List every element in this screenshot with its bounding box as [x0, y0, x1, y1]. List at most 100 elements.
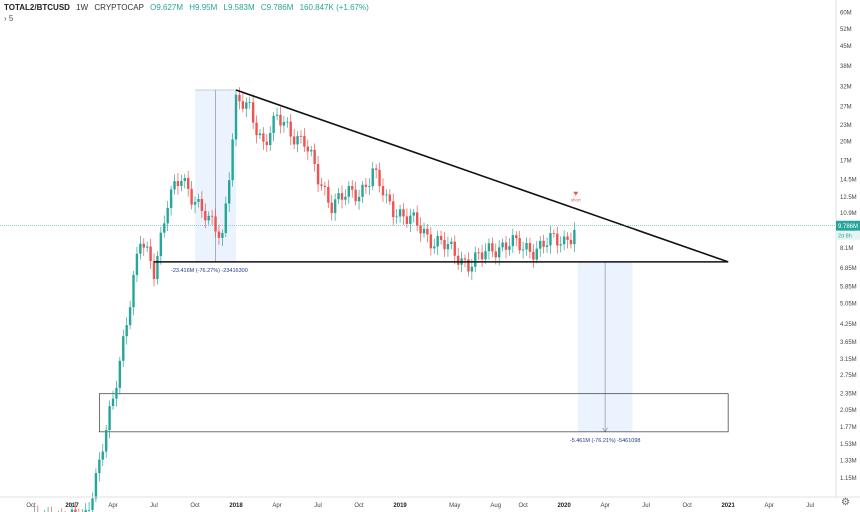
- candle-body: [299, 135, 303, 137]
- candle-body: [111, 398, 115, 407]
- symbol-header[interactable]: TOTAL2/BTCUSD 1W CRYPTOCAP O9.627M H9.95…: [4, 3, 373, 12]
- time-tick-label: Oct: [26, 503, 36, 509]
- time-tick-label: 2020: [557, 503, 571, 509]
- interval-label[interactable]: 1W: [76, 3, 89, 12]
- candle-body: [84, 510, 87, 512]
- candle-body: [361, 184, 364, 197]
- candle-body: [344, 196, 347, 200]
- price-axis[interactable]: 60M 52M 45M 38M 32M 27M 23M 20M 17M 14.5M 12.5M 10.…: [840, 10, 857, 482]
- time-tick-label: Jul: [642, 503, 650, 509]
- candle-body: [306, 146, 310, 152]
- price-tick-label: 12.5M: [840, 195, 857, 201]
- candle-body: [255, 122, 258, 136]
- time-tick-label: Jul: [150, 503, 158, 509]
- price-tick-label: 1.77M: [840, 425, 857, 431]
- candle-body: [374, 168, 378, 170]
- close-value: C9.786M: [260, 3, 294, 12]
- candle-body: [395, 216, 398, 218]
- candle-body: [292, 136, 296, 145]
- candle-body: [323, 185, 327, 187]
- candle-body: [169, 189, 173, 208]
- candlestick-series: [34, 87, 576, 512]
- candle-body: [569, 239, 573, 245]
- candle-body: [429, 234, 433, 249]
- candle-body: [480, 252, 484, 260]
- indicator-toggle[interactable]: › 5: [4, 14, 13, 23]
- price-tick-label: 17M: [840, 159, 852, 165]
- candle-body: [340, 193, 344, 200]
- candle-body: [405, 216, 409, 224]
- candle-body: [467, 259, 470, 272]
- candle-body: [173, 181, 176, 190]
- short-signal-label: short: [571, 198, 582, 203]
- indicator-count: 5: [8, 14, 14, 23]
- candle-body: [409, 215, 412, 224]
- candle-body: [156, 256, 159, 280]
- symbol-name[interactable]: TOTAL2/BTCUSD: [4, 3, 70, 12]
- candle-body: [98, 459, 101, 474]
- candle-body: [183, 178, 186, 181]
- price-tick-label: 8.1M: [840, 246, 853, 252]
- time-tick-label: May: [449, 503, 460, 509]
- candle-body: [494, 251, 497, 258]
- price-tick-label: 2.75M: [840, 373, 857, 379]
- high-value: H9.95M: [189, 3, 218, 12]
- candle-body: [364, 184, 368, 187]
- candle-body: [74, 509, 77, 512]
- candle-body: [231, 139, 234, 181]
- bar-countdown: 2d 8h: [838, 233, 852, 239]
- candle-body: [115, 387, 118, 399]
- candle-body: [556, 233, 559, 246]
- candle-body: [566, 236, 569, 240]
- candle-body: [207, 215, 210, 221]
- last-price-badge: 9.786M 2d 8h: [836, 220, 860, 240]
- candle-body: [549, 233, 552, 246]
- open-value: O9.627M: [150, 3, 184, 12]
- candle-body: [357, 196, 361, 202]
- price-tick-label: 45M: [840, 44, 852, 50]
- candle-body: [152, 260, 156, 280]
- candle-body: [125, 325, 128, 337]
- candle-body: [477, 252, 480, 254]
- last-price-value: 9.786M: [838, 224, 858, 230]
- time-axis[interactable]: Oct 2017 Apr Jul Oct 2018 Apr Jul Oct 2019 May Aug O…: [26, 503, 814, 509]
- candle-body: [316, 164, 320, 185]
- time-tick-label: Aug: [490, 503, 501, 509]
- price-tick-label: 20M: [840, 140, 852, 146]
- candle-body: [385, 194, 388, 196]
- candle-body: [381, 186, 385, 196]
- gear-icon[interactable]: ⚙: [841, 497, 850, 508]
- candle-body: [122, 336, 125, 361]
- candle-body: [463, 258, 467, 260]
- candle-body: [245, 102, 248, 109]
- candle-body: [217, 231, 221, 238]
- candle-body: [562, 236, 566, 245]
- candle-body: [333, 199, 337, 214]
- candle-body: [108, 406, 111, 431]
- candle-body: [262, 133, 265, 142]
- candle-body: [289, 121, 292, 137]
- candle-body: [296, 135, 299, 145]
- price-tick-label: 3.65M: [840, 340, 857, 346]
- candle-body: [279, 114, 282, 126]
- candle-body: [436, 236, 439, 247]
- price-tick-label: 1.53M: [840, 442, 857, 448]
- candle-body: [525, 243, 528, 250]
- candle-body: [497, 247, 501, 258]
- candle-body: [228, 180, 231, 204]
- candle-body: [200, 198, 204, 211]
- candle-body: [128, 307, 132, 326]
- candle-body: [303, 136, 306, 147]
- candle-body: [347, 185, 351, 197]
- candle-body: [221, 233, 224, 238]
- candle-body: [511, 235, 515, 247]
- candle-body: [443, 239, 446, 250]
- candle-body: [180, 180, 183, 186]
- candle-body: [320, 184, 323, 186]
- price-tick-label: 1.33M: [840, 459, 857, 465]
- candle-body: [241, 101, 245, 109]
- time-tick-label: 2019: [393, 503, 407, 509]
- price-tick-label: 10.9M: [840, 211, 857, 217]
- time-tick-label: Apr: [764, 503, 773, 509]
